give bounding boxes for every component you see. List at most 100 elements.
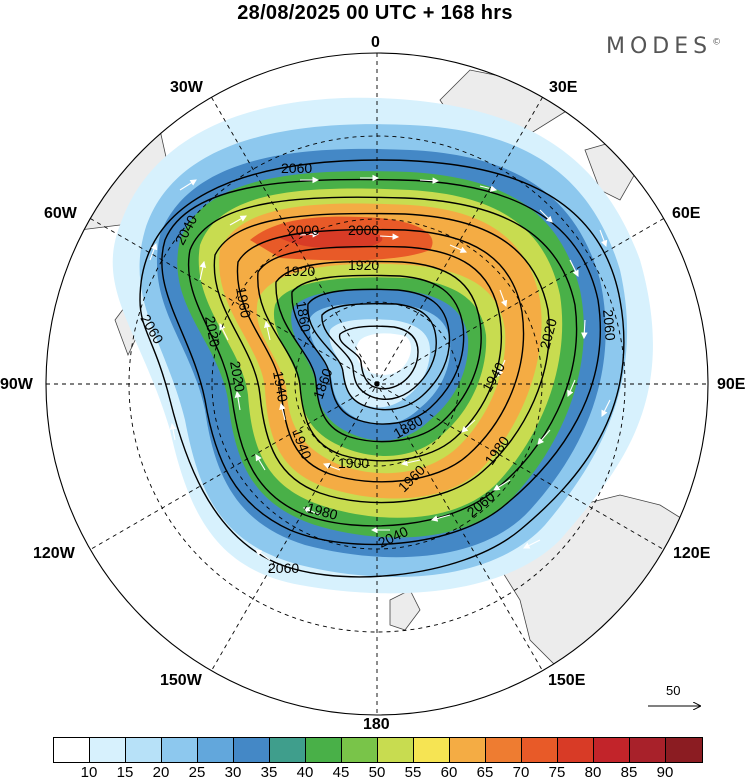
contour-label: 2020 — [536, 316, 560, 350]
wind-arrow — [599, 229, 608, 248]
copyright-mark: © — [712, 37, 722, 48]
wind-arrow — [229, 215, 247, 226]
colorbar-tick-label: 50 — [368, 764, 386, 781]
contour-label: 1900 — [338, 455, 369, 471]
wind-arrow — [379, 233, 400, 240]
contour-2060 — [139, 159, 625, 578]
colorbar-swatch — [126, 738, 162, 762]
modes-logo: MODES© — [606, 34, 721, 59]
lon-label-30w: 30W — [170, 79, 203, 96]
colorbar-tick-label: 85 — [620, 764, 638, 781]
wind-arrow — [219, 323, 229, 341]
lon-label-60e: 60E — [672, 205, 701, 222]
contour-2000 — [213, 212, 550, 504]
lon-label-120w: 120W — [33, 545, 75, 562]
new-zealand-land — [389, 589, 421, 631]
colorbar-tick-label: 15 — [116, 764, 134, 781]
colorbar-tick-label: 80 — [584, 764, 602, 781]
calm-center — [356, 333, 412, 375]
lon-label-120e: 120E — [673, 545, 711, 562]
colorbar-swatch — [234, 738, 270, 762]
colorbar-swatch — [378, 738, 414, 762]
contour-label: 1860 — [293, 300, 314, 334]
wind-arrow — [539, 209, 553, 223]
contour-1880 — [321, 303, 437, 400]
contour-label: 1960 — [233, 286, 254, 320]
wind-arrow — [199, 260, 207, 281]
contour-label: 1920 — [348, 257, 379, 273]
contour-1980 — [236, 228, 525, 483]
contour-1940 — [275, 260, 482, 443]
colorbar-swatch — [198, 738, 234, 762]
colorbar-swatch — [666, 738, 702, 762]
contour-label: 2060 — [281, 160, 312, 176]
contour-label: 2060 — [600, 309, 619, 342]
wind-arrow — [419, 177, 440, 184]
colorbar-swatch — [558, 738, 594, 762]
colorbar-swatch — [630, 738, 666, 762]
wind-arrow — [569, 259, 579, 277]
contour-label: 2060 — [268, 560, 299, 576]
contour-1960 — [257, 245, 502, 462]
wind-arrow — [430, 514, 451, 522]
wind-arrow — [149, 242, 158, 261]
wind-arrow — [479, 185, 498, 192]
wind-arrow — [169, 422, 177, 441]
brand-text: MODES — [606, 34, 713, 59]
map-plot-area — [59, 54, 708, 691]
wind-arrow — [302, 507, 321, 516]
colorbar-tick-label: 65 — [476, 764, 494, 781]
wind-arrow — [497, 359, 506, 378]
wind-vectors — [149, 174, 611, 561]
colorbar-tick-label: 20 — [152, 764, 170, 781]
wind-arrow — [493, 479, 511, 491]
map-title: 28/08/2025 00 UTC + 168 hrs — [237, 2, 513, 24]
wind-arrow — [523, 539, 541, 549]
map-boundary — [45, 52, 709, 716]
colorbar-swatch — [450, 738, 486, 762]
wind-arrow — [449, 244, 468, 253]
lon-label-60w: 60W — [44, 205, 77, 222]
wind-arrow — [601, 399, 611, 417]
wind-speed-shading — [112, 97, 653, 594]
colorbar-tick-label: 60 — [440, 764, 458, 781]
reference-vector-label: 50 — [666, 683, 681, 698]
wind-arrow — [461, 419, 476, 433]
colorbar-swatch — [306, 738, 342, 762]
contour-label: 2020 — [227, 360, 248, 394]
colorbar-swatch — [342, 738, 378, 762]
colorbar-tick-label: 55 — [404, 764, 422, 781]
graticule — [46, 53, 708, 715]
contour-label: 2000 — [288, 222, 319, 238]
wind-arrow — [279, 402, 286, 421]
lon-label-0: 0 — [371, 34, 380, 51]
contour-label: 1920 — [284, 263, 315, 279]
contour-label: 1940 — [270, 370, 291, 404]
colorbar-swatch — [414, 738, 450, 762]
colorbar-swatch — [162, 738, 198, 762]
wind-arrow — [299, 231, 320, 238]
colorbar-tick-label: 70 — [512, 764, 530, 781]
colorbar-tick-label: 35 — [260, 764, 278, 781]
colorbar-swatch — [270, 738, 306, 762]
lon-label-90e: 90E — [717, 376, 746, 393]
colorbar-tick-label: 45 — [332, 764, 350, 781]
lon-label-150e: 150E — [548, 672, 586, 689]
contour-2040 — [161, 178, 601, 546]
contour-1920 — [291, 274, 465, 425]
colorbar-tick-label: 10 — [80, 764, 98, 781]
wind-arrow — [567, 379, 576, 398]
colorbar-tick-label: 25 — [188, 764, 206, 781]
wind-arrow — [499, 289, 508, 308]
contour-label: 1980 — [305, 499, 339, 523]
colorbar-tick-label: 75 — [548, 764, 566, 781]
colorbar-tick-label: 40 — [296, 764, 314, 781]
wind-arrow — [179, 179, 197, 191]
wind-speed-colorbar — [53, 737, 703, 763]
wind-arrow — [581, 319, 588, 340]
wind-arrow — [234, 390, 242, 411]
contour-1900 — [307, 288, 451, 411]
wind-arrow — [263, 320, 271, 341]
colorbar-swatch — [486, 738, 522, 762]
